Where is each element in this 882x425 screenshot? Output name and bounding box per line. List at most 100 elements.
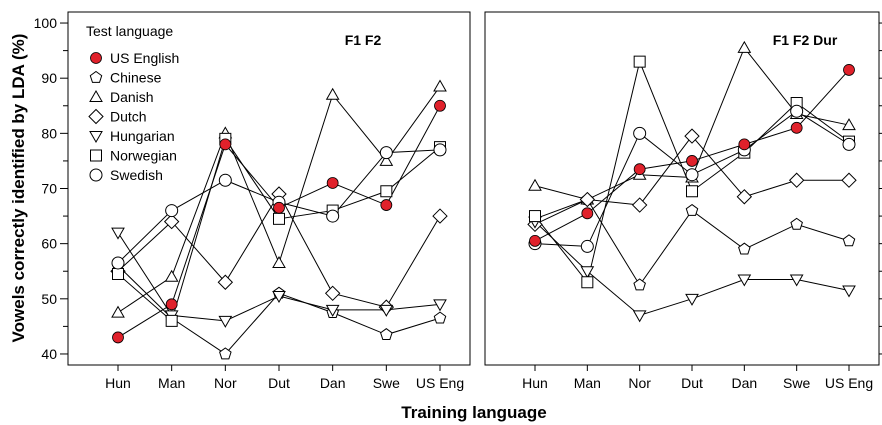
data-point	[633, 55, 646, 68]
data-point	[686, 185, 698, 198]
data-point	[111, 305, 125, 318]
data-point	[325, 304, 340, 317]
legend-marker	[89, 131, 103, 144]
data-point	[684, 128, 700, 144]
y-tick-label: 70	[41, 181, 57, 197]
x-tick-label: Man	[574, 375, 601, 391]
y-tick-label: 100	[34, 15, 58, 31]
x-tick-label: Hun	[522, 375, 548, 391]
panel-2: Hun Man Nor Dut Dan Swe US Eng F1 F2 Dur	[484, 11, 882, 391]
data-point	[218, 173, 232, 187]
data-point	[112, 267, 124, 280]
y-tick-label: 40	[41, 346, 57, 362]
data-point	[843, 64, 855, 76]
legend-label: Norwegian	[110, 148, 177, 164]
panel-title: F1 F2	[345, 32, 382, 48]
x-tick-label: Dan	[320, 375, 346, 391]
data-point	[379, 146, 393, 160]
data-point	[165, 204, 179, 218]
data-point	[685, 203, 699, 216]
data-point	[737, 274, 752, 287]
data-point	[842, 137, 856, 151]
y-tick-label: 80	[41, 125, 57, 141]
series-layer	[110, 79, 448, 360]
data-point	[273, 201, 285, 214]
x-tick-label: Swe	[373, 375, 400, 391]
legend-marker	[90, 149, 102, 162]
data-point	[111, 256, 125, 270]
series-layer	[527, 40, 857, 323]
data-point	[842, 234, 856, 247]
legend-marker	[89, 70, 103, 83]
data-point	[633, 126, 647, 140]
legend-marker	[90, 52, 102, 64]
legend-marker	[89, 89, 103, 102]
data-point	[528, 178, 542, 191]
data-point	[379, 153, 394, 166]
data-point	[379, 304, 394, 317]
data-point	[581, 276, 594, 289]
x-tick-label: Swe	[783, 375, 810, 391]
data-point	[841, 172, 857, 188]
data-point	[581, 207, 594, 220]
data-point	[633, 163, 646, 176]
data-point	[326, 209, 340, 223]
data-point	[218, 315, 233, 328]
data-point	[632, 310, 647, 323]
data-point	[685, 168, 699, 182]
data-point	[790, 121, 803, 134]
data-point	[325, 87, 340, 100]
data-point	[163, 213, 180, 230]
data-point	[631, 197, 648, 213]
data-point	[580, 239, 594, 253]
data-point	[272, 255, 286, 268]
data-point	[686, 155, 698, 167]
legend: Test language US English Chinese Danish Dutc…	[86, 23, 179, 183]
legend-label: Dutch	[110, 109, 147, 125]
x-tick-label: US Eng	[416, 375, 464, 391]
y-tick-label: 90	[41, 70, 57, 86]
data-point	[790, 104, 804, 118]
x-tick-label: US Eng	[825, 375, 873, 391]
data-point	[633, 278, 646, 291]
legend-marker	[88, 108, 104, 125]
data-point	[738, 138, 751, 151]
data-point	[165, 314, 178, 327]
x-axis-label: Training language	[401, 403, 546, 422]
data-point	[324, 285, 341, 302]
panel-title: F1 F2 Dur	[773, 32, 838, 48]
legend-label: Hungarian	[110, 128, 175, 144]
data-point	[579, 191, 596, 208]
series-line	[117, 265, 441, 355]
data-point	[111, 227, 125, 240]
legend-title: Test language	[86, 23, 173, 39]
legend-label: US English	[110, 50, 179, 66]
x-tick-label: Dan	[731, 375, 757, 391]
legend-label: Danish	[110, 89, 154, 105]
legend-label: Chinese	[110, 70, 162, 86]
x-tick-label: Hun	[105, 375, 131, 391]
data-point	[842, 118, 856, 131]
y-tick-label: 50	[41, 291, 57, 307]
data-point	[219, 138, 232, 151]
legend-label: Swedish	[110, 167, 163, 183]
panels-layer: 40 50 60 70 80 90 100 Hun Man Nor Dut Dan Swe US Eng F…	[34, 11, 882, 391]
data-point	[789, 274, 804, 287]
data-point	[432, 208, 448, 224]
y-tick-label: 60	[41, 236, 57, 252]
panel-1: 40 50 60 70 80 90 100 Hun Man Nor Dut Dan Swe US Eng F…	[34, 11, 471, 391]
data-point	[736, 189, 753, 205]
data-point	[164, 269, 179, 282]
data-point	[685, 293, 699, 306]
data-point	[529, 210, 541, 223]
x-tick-label: Dut	[268, 375, 290, 391]
data-point	[842, 285, 856, 298]
data-point	[217, 274, 234, 290]
data-point	[272, 291, 286, 304]
data-point	[112, 331, 124, 344]
data-point	[326, 177, 339, 189]
data-point	[433, 311, 447, 324]
data-point	[790, 217, 803, 230]
data-point	[165, 298, 178, 311]
